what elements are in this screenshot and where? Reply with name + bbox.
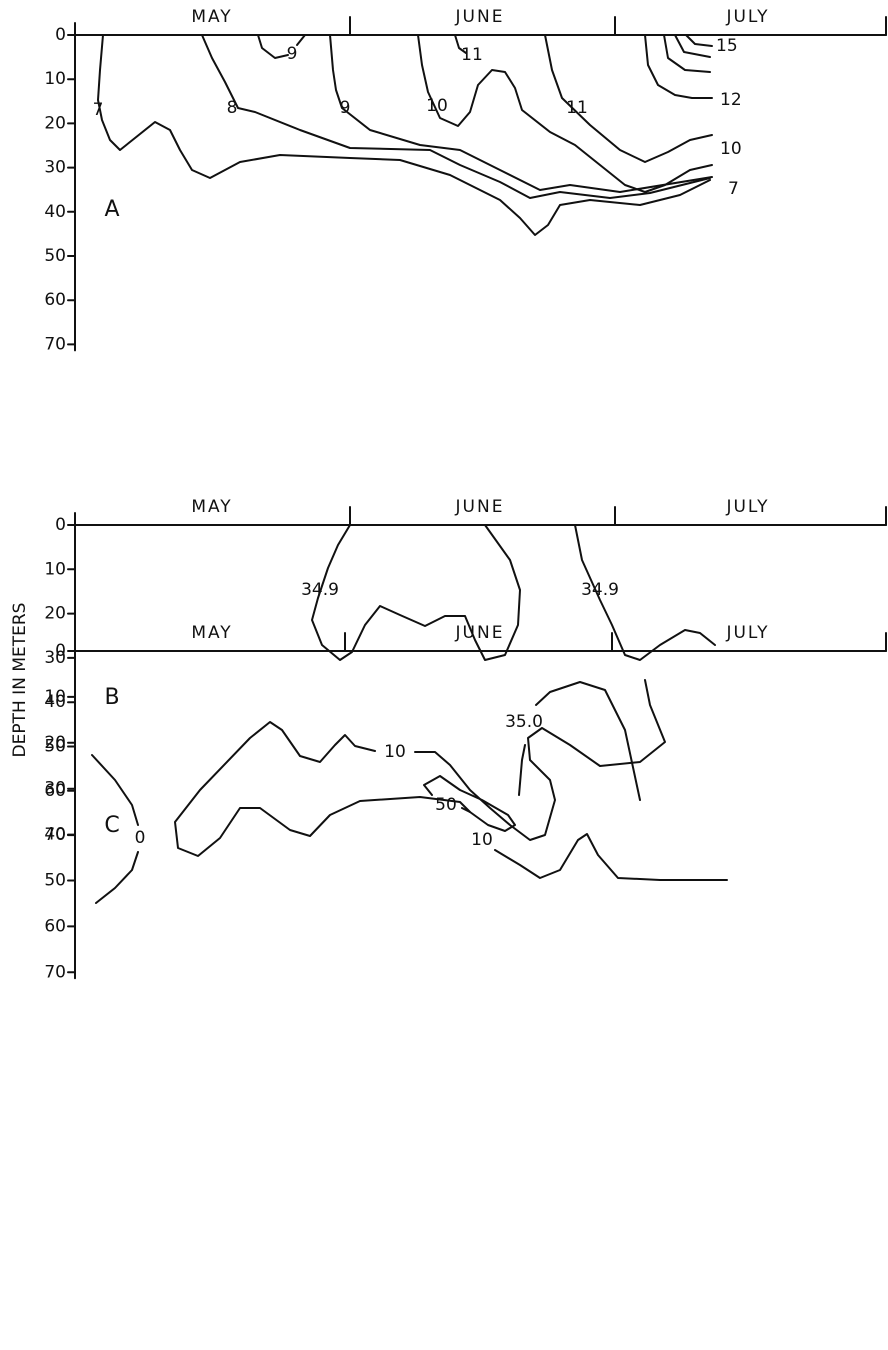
y-tick-label: 70 xyxy=(44,334,66,354)
contour-label: 50 xyxy=(435,795,457,815)
y-tick-label: 60 xyxy=(44,290,66,310)
contour-label: 8 xyxy=(227,98,238,118)
contour xyxy=(518,744,526,796)
contour-label: 0 xyxy=(135,828,146,848)
y-tick-label: 10 xyxy=(44,687,66,707)
contour-label: 10 xyxy=(384,742,406,762)
contour xyxy=(663,34,711,73)
y-tick-label: 40 xyxy=(44,692,66,712)
y-tick-label: 30 xyxy=(44,779,66,799)
y-axis-label: DEPTH IN METERS xyxy=(10,603,30,758)
contour-label: 11 xyxy=(461,45,483,65)
contours: 7 8 9 9 10 11 11 12 15 10 7 xyxy=(93,34,742,236)
contour-label: 35.0 xyxy=(505,712,543,732)
month-label: JUNE xyxy=(455,497,505,517)
y-tick-label: 30 xyxy=(44,648,66,668)
contour xyxy=(674,34,711,58)
contour xyxy=(535,681,641,801)
contours: 34.9 34.9 35.0 xyxy=(301,524,716,801)
month-label: MAY xyxy=(191,497,232,517)
y-tick-label: 50 xyxy=(44,246,66,266)
contour xyxy=(257,34,289,59)
contour xyxy=(97,34,711,236)
y-tick-label: 0 xyxy=(55,25,66,45)
contour-label: 10 xyxy=(426,96,448,116)
contour xyxy=(685,34,713,47)
y-tick-label: 20 xyxy=(44,733,66,753)
y-tick-label: 50 xyxy=(44,737,66,757)
y-tick-label: 20 xyxy=(44,604,66,624)
contour xyxy=(174,721,471,857)
contour-label: 7 xyxy=(728,179,739,199)
contour xyxy=(91,754,139,826)
y-tick-label: 70 xyxy=(44,962,66,982)
month-label: JUNE xyxy=(455,623,505,643)
month-label: JUNE xyxy=(455,7,505,27)
month-label: JULY xyxy=(725,623,769,643)
panel-letter: C xyxy=(104,813,119,838)
y-tick-label: 30 xyxy=(44,158,66,178)
contour-label: 10 xyxy=(471,830,493,850)
contour xyxy=(201,34,711,199)
y-tick-label: 40 xyxy=(44,202,66,222)
y-tick-label: 0 xyxy=(55,515,66,535)
month-label: MAY xyxy=(191,623,232,643)
contour-label: 12 xyxy=(720,90,742,110)
contour-label: 10 xyxy=(720,139,742,159)
y-tick-label: 60 xyxy=(44,916,66,936)
contour xyxy=(417,34,713,193)
contour-label: 9 xyxy=(287,44,298,64)
contour xyxy=(423,775,516,832)
contour xyxy=(644,34,713,99)
contours: 0 10 50 10 xyxy=(91,679,728,904)
y-tick-label: 20 xyxy=(44,113,66,133)
y-tick-label: 10 xyxy=(44,69,66,89)
y-tick-label: 40 xyxy=(44,825,66,845)
contour xyxy=(296,34,306,46)
month-label: MAY xyxy=(191,7,232,27)
y-tick-label: 60 xyxy=(44,781,66,801)
contour xyxy=(311,524,521,661)
month-label: JULY xyxy=(725,7,769,27)
contour-label: 15 xyxy=(716,36,738,56)
y-tick-label: 0 xyxy=(55,641,66,661)
contour xyxy=(95,851,139,904)
panel-letter: A xyxy=(104,197,119,222)
contour xyxy=(414,679,666,841)
contour xyxy=(329,34,713,193)
contour xyxy=(544,34,713,163)
contour xyxy=(494,833,728,881)
contour-label: 7 xyxy=(93,100,104,120)
contour xyxy=(574,524,716,661)
panel-letter: B xyxy=(104,685,119,710)
month-label: JULY xyxy=(725,497,769,517)
y-tick-label: 50 xyxy=(44,871,66,891)
y-tick-label: 70 xyxy=(44,825,66,845)
contour-label: 9 xyxy=(340,98,351,118)
contour xyxy=(454,34,467,54)
contour-label: 11 xyxy=(566,98,588,118)
contour-label: 34.9 xyxy=(581,580,619,600)
contour-label: 34.9 xyxy=(301,580,339,600)
y-tick-label: 10 xyxy=(44,559,66,579)
